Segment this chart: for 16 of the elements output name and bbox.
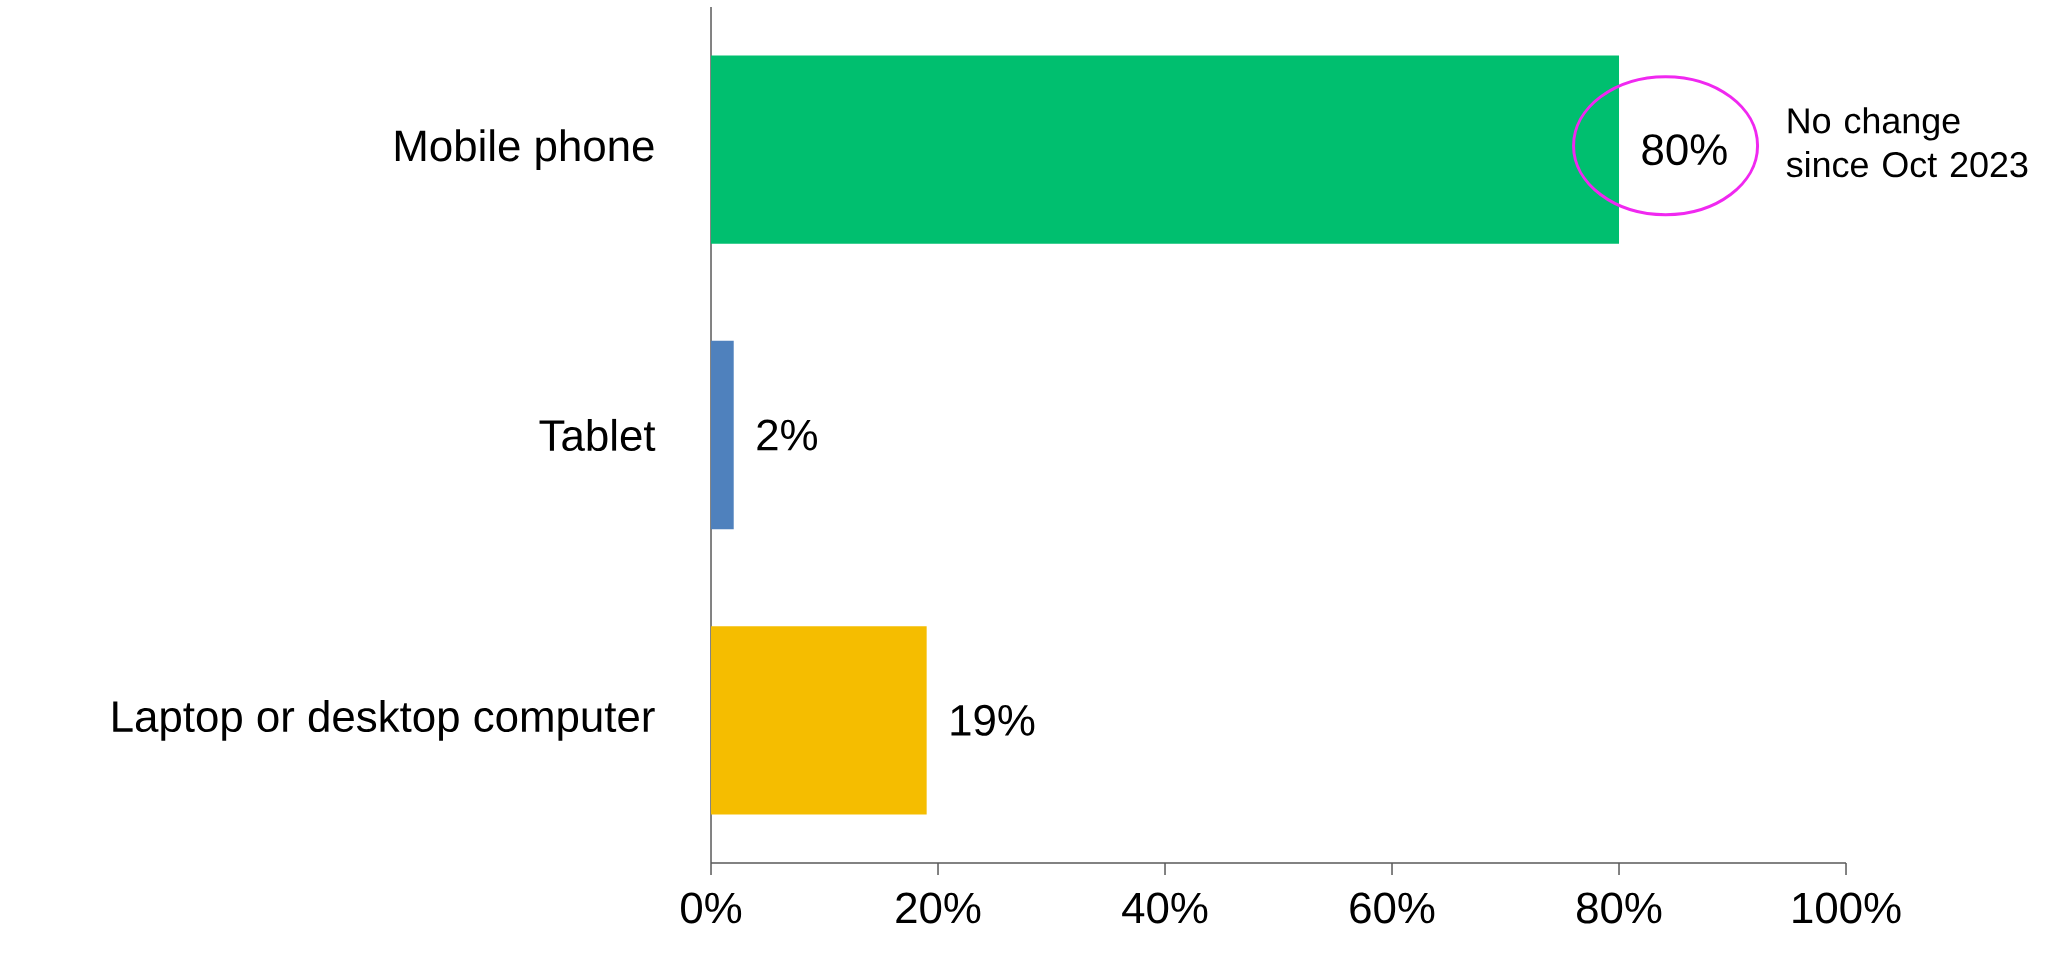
data-label: 19% bbox=[951, 704, 1035, 736]
bar bbox=[711, 340, 734, 530]
x-tick-label: 0% bbox=[681, 892, 742, 924]
y-tick-label: Laptop or desktop computer bbox=[113, 699, 655, 741]
x-tick-label: 100% bbox=[1793, 892, 1901, 924]
bar bbox=[711, 55, 1620, 244]
x-tick-label: 40% bbox=[1122, 892, 1208, 924]
y-tick-label: Mobile phone bbox=[395, 129, 654, 171]
x-tick-label: 60% bbox=[1350, 892, 1435, 924]
x-tick-label: 80% bbox=[1577, 892, 1662, 924]
x-tick-label: 20% bbox=[896, 892, 981, 924]
annotation: No change since Oct 2023 bbox=[1786, 107, 2028, 178]
data-label: 2% bbox=[757, 419, 817, 451]
bar bbox=[711, 626, 927, 815]
y-tick-label: Tablet bbox=[539, 418, 656, 452]
data-label: 80% bbox=[1642, 134, 1727, 166]
